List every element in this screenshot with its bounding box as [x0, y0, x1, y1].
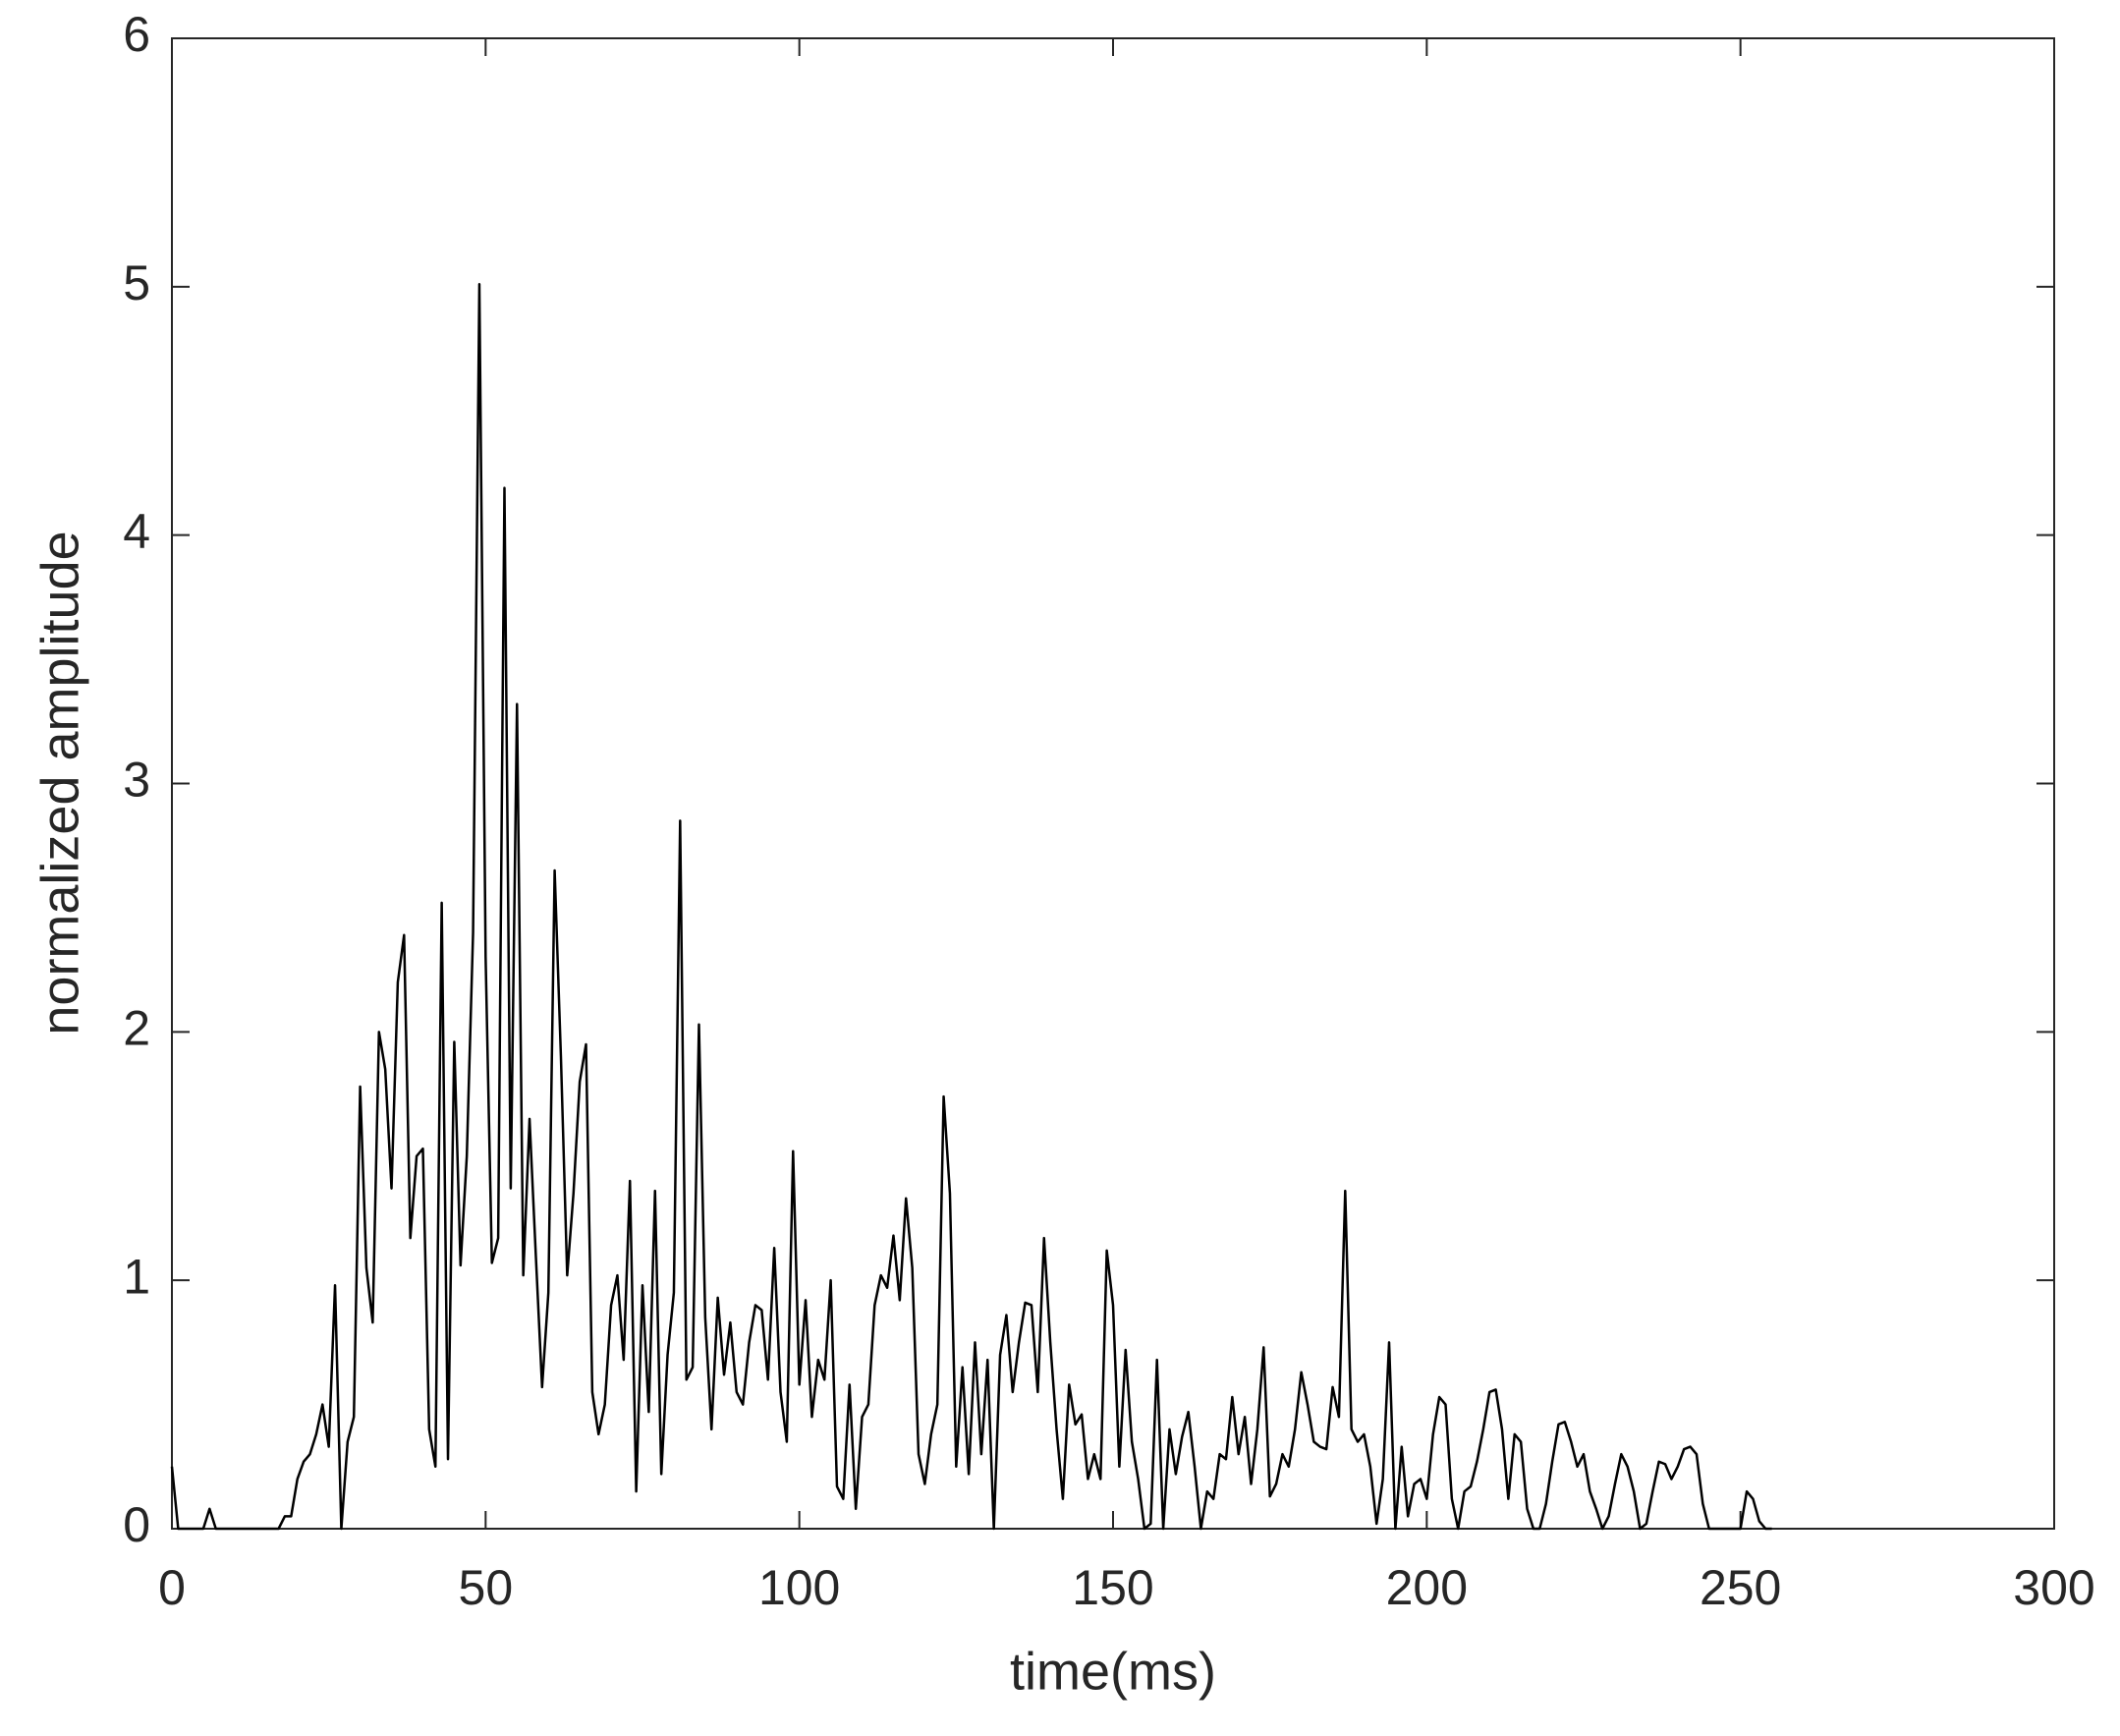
- x-tick-label: 250: [1700, 1560, 1781, 1615]
- y-tick-label: 1: [123, 1249, 150, 1304]
- x-tick-label: 100: [758, 1560, 840, 1615]
- plot-area: [171, 37, 2055, 1530]
- x-tick-label: 150: [1072, 1560, 1153, 1615]
- x-axis-label: time(ms): [1010, 1642, 1216, 1701]
- y-tick-label: 3: [123, 753, 150, 808]
- x-tick-label: 50: [459, 1560, 514, 1615]
- y-axis-label: normalized amplitude: [30, 531, 89, 1035]
- x-tick-label: 0: [158, 1560, 186, 1615]
- x-tick-label: 200: [1386, 1560, 1468, 1615]
- y-tick-label: 5: [123, 255, 150, 310]
- data-line: [170, 283, 1772, 1531]
- y-tick-label: 2: [123, 1001, 150, 1056]
- y-tick-label: 6: [123, 7, 150, 62]
- x-tick-label: 300: [2013, 1560, 2094, 1615]
- y-tick-label: 0: [123, 1497, 150, 1552]
- y-tick-label: 4: [123, 504, 150, 559]
